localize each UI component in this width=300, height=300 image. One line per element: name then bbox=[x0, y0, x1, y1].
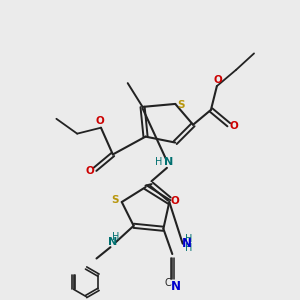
Text: N: N bbox=[171, 280, 181, 293]
Text: O: O bbox=[214, 75, 223, 85]
Text: O: O bbox=[170, 196, 179, 206]
Text: N: N bbox=[182, 237, 192, 250]
Text: S: S bbox=[177, 100, 184, 110]
Text: C: C bbox=[164, 278, 171, 288]
Text: O: O bbox=[85, 166, 94, 176]
Text: H: H bbox=[155, 158, 163, 167]
Text: O: O bbox=[230, 121, 239, 131]
Text: S: S bbox=[112, 195, 119, 205]
Text: H: H bbox=[185, 234, 192, 244]
Text: H: H bbox=[112, 232, 119, 242]
Text: N: N bbox=[108, 237, 118, 247]
Text: O: O bbox=[95, 116, 104, 126]
Text: N: N bbox=[164, 158, 173, 167]
Text: H: H bbox=[185, 243, 192, 253]
